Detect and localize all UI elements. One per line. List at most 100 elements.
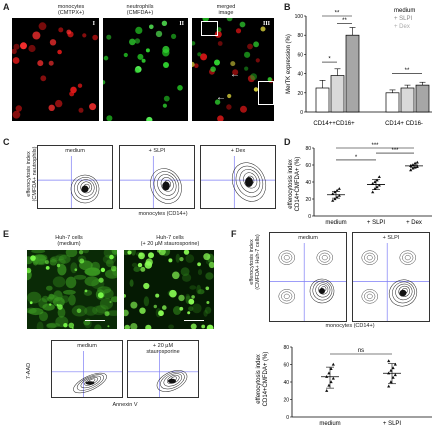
contour-line xyxy=(312,280,333,301)
cell xyxy=(78,107,84,113)
data-point xyxy=(331,362,335,366)
contour-line xyxy=(364,252,376,263)
cell xyxy=(190,323,197,329)
monocytes-image: I xyxy=(12,18,99,121)
huh7-stauro-image xyxy=(124,250,214,329)
data-point xyxy=(335,188,339,192)
contour-core xyxy=(399,289,407,297)
cell xyxy=(124,324,130,329)
cell xyxy=(156,250,161,253)
cell xyxy=(46,285,53,291)
y-tick-label: 20 xyxy=(305,197,311,203)
cell xyxy=(58,254,71,264)
cell xyxy=(168,258,173,263)
cell xyxy=(12,57,20,64)
category-label: + Dex xyxy=(406,220,422,226)
cell xyxy=(191,295,195,299)
cell xyxy=(82,33,87,38)
legend: medium + SLPI + Dex xyxy=(394,8,415,30)
cell xyxy=(192,41,196,46)
cell xyxy=(124,294,126,298)
cell xyxy=(60,295,70,303)
cell xyxy=(106,115,113,121)
data-point xyxy=(411,166,415,170)
cell xyxy=(226,104,232,110)
cell xyxy=(103,55,109,61)
cell xyxy=(79,258,85,264)
cell xyxy=(27,291,42,304)
cell xyxy=(260,26,266,32)
cell xyxy=(149,24,154,30)
cell xyxy=(177,85,183,91)
cell xyxy=(143,296,150,307)
contour-line xyxy=(281,291,293,302)
scale-bar xyxy=(184,320,204,321)
cell xyxy=(27,307,37,314)
cell xyxy=(84,306,98,316)
data-point xyxy=(325,389,329,392)
contour-line xyxy=(361,250,378,265)
cell xyxy=(203,309,208,317)
panel-b-label: B xyxy=(284,2,291,12)
cell xyxy=(45,266,50,270)
data-point xyxy=(371,182,375,185)
cell xyxy=(48,104,55,112)
significance-label: *** xyxy=(371,143,379,149)
cell xyxy=(41,295,49,303)
contour-line xyxy=(239,169,261,193)
cell xyxy=(57,264,67,276)
category-label: medium xyxy=(325,220,346,226)
cell xyxy=(48,60,54,66)
contour-line xyxy=(366,293,373,299)
cell xyxy=(175,253,180,263)
cell xyxy=(189,285,197,290)
cell xyxy=(161,20,168,26)
contour-line xyxy=(309,278,335,304)
y-tick-label: 60 xyxy=(297,52,303,58)
cell xyxy=(40,75,47,82)
d-ylabel-1: efferocytosis index xyxy=(288,159,294,209)
cell xyxy=(201,324,206,329)
panel-e-ylabel: 7-AAD xyxy=(26,362,32,380)
bar xyxy=(345,34,360,113)
cell xyxy=(232,69,239,76)
cell xyxy=(98,277,104,283)
cell xyxy=(194,63,199,68)
y-tick-label: 0 xyxy=(308,214,311,220)
zoom-box-inset xyxy=(258,81,274,105)
y-tick-label: 40 xyxy=(283,380,289,386)
cell xyxy=(197,269,203,276)
cell xyxy=(63,289,76,295)
data-point xyxy=(409,168,413,172)
cell xyxy=(135,26,143,34)
category-label: + SLPI xyxy=(383,421,402,427)
cell xyxy=(95,304,109,314)
cell xyxy=(32,31,41,40)
contour-line xyxy=(80,181,93,194)
contour-core xyxy=(162,181,170,191)
data-point xyxy=(377,183,381,187)
cell xyxy=(56,263,61,268)
panel-c-label: C xyxy=(3,137,10,147)
significance-label: ** xyxy=(405,68,410,74)
flow-title: + SLPI xyxy=(382,235,400,241)
contour-core xyxy=(245,177,253,187)
y-tick-label: 100 xyxy=(295,14,304,20)
cell xyxy=(49,39,57,46)
data-point xyxy=(331,192,335,195)
category-label: + SLPI xyxy=(367,220,386,226)
cell xyxy=(204,306,212,314)
cell xyxy=(197,289,205,295)
contour-line xyxy=(318,284,329,295)
data-point xyxy=(415,165,419,168)
data-point xyxy=(331,199,335,202)
cell xyxy=(188,306,194,312)
y-tick-label: 20 xyxy=(283,398,289,404)
panel-e-label: E xyxy=(3,229,10,239)
cell xyxy=(107,325,110,328)
data-point xyxy=(377,175,381,178)
cell xyxy=(178,294,185,302)
cell xyxy=(102,254,116,264)
cell xyxy=(173,306,182,315)
contour-line xyxy=(73,177,97,200)
